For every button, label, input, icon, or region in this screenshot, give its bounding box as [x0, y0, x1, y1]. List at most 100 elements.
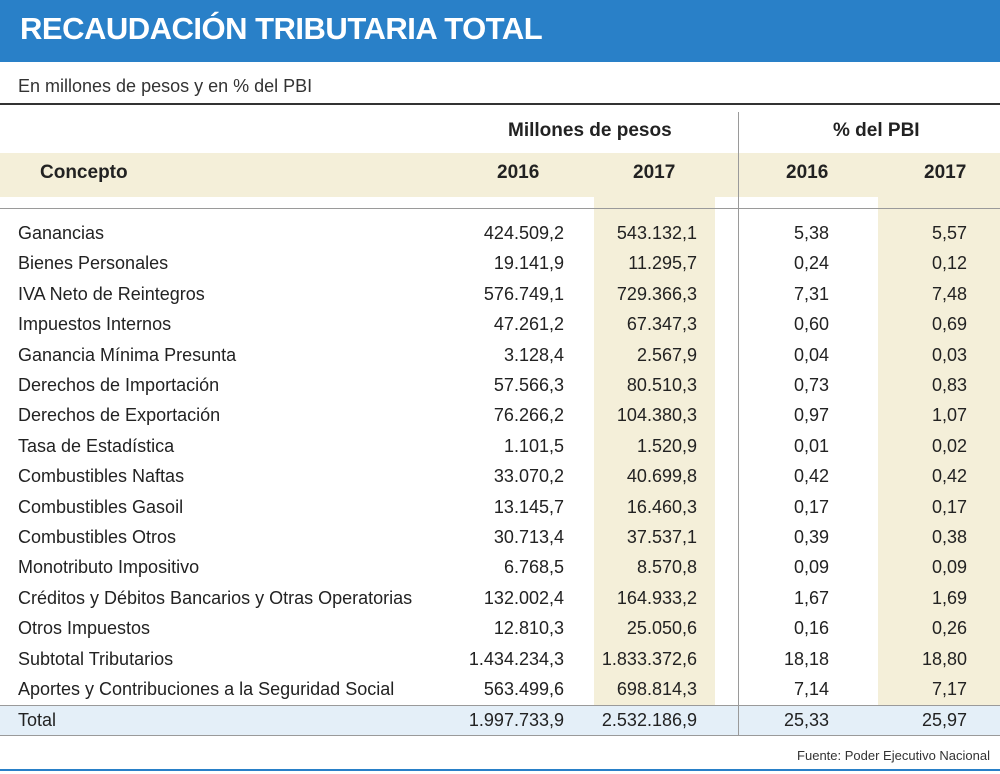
- row-pbi-2017: 0,26: [931, 618, 967, 639]
- table-row: Ganancias 424.509,2 543.132,1 5,38 5,57: [0, 219, 1000, 249]
- header-top-rule: [0, 103, 1000, 105]
- row-millones-2016: 576.749,1: [483, 283, 564, 304]
- table-row: Tasa de Estadística 1.101,5 1.520,9 0,01 0,0…: [0, 432, 1000, 462]
- header-group-pbi: % del PBI: [833, 120, 920, 141]
- row-millones-2016: 12.810,3: [493, 618, 564, 639]
- row-concepto: Derechos de Exportación: [18, 405, 221, 426]
- col-2017-shade: [594, 197, 715, 706]
- total-row-bg: [0, 706, 1000, 736]
- row-pbi-2016: 0,60: [793, 314, 829, 335]
- row-millones-2016: 76.266,2: [493, 405, 564, 426]
- header-2017-pbi: 2017: [924, 162, 967, 183]
- total-bottom-rule: [0, 735, 1000, 736]
- row-millones-2016: 424.509,2: [483, 223, 564, 243]
- row-millones-2016: 47.261,2: [493, 314, 564, 335]
- row-millones-2016: 19.141,9: [493, 253, 564, 274]
- row-millones-2016: 6.768,5: [503, 557, 564, 578]
- total-row: Total 1.997.733,9 2.532.186,9 25,33 25,9…: [0, 706, 1000, 736]
- row-pbi-2016: 0,97: [793, 405, 829, 426]
- row-millones-2016: 1.434.234,3: [468, 648, 564, 669]
- header-band: [0, 153, 1000, 197]
- row-pbi-2017: 1,07: [931, 405, 967, 426]
- row-millones-2017: 104.380,3: [616, 405, 697, 426]
- row-pbi-2017: 0,69: [931, 314, 967, 335]
- header-bottom-rule: [0, 208, 1000, 209]
- row-pbi-2016: 0,17: [793, 496, 829, 517]
- row-pbi-2016: 18,18: [783, 648, 829, 669]
- row-millones-2016: 57.566,3: [493, 375, 564, 395]
- row-pbi-2016: 0,42: [793, 466, 829, 487]
- row-pbi-2017: 0,12: [931, 253, 967, 274]
- source-note: Fuente: Poder Ejecutivo Nacional: [797, 748, 990, 763]
- row-millones-2017: 2.567,9: [636, 344, 697, 365]
- row-pbi-2016: 0,39: [793, 527, 829, 547]
- table-row: Combustibles Gasoil 13.145,7 16.460,3 0,17 0…: [0, 493, 1000, 523]
- row-millones-2017: 16.460,3: [626, 496, 697, 517]
- subtitle: En millones de pesos y en % del PBI: [18, 76, 313, 96]
- row-millones-2017: 8.570,8: [636, 557, 697, 578]
- row-pbi-2017: 0,17: [931, 496, 967, 517]
- row-pbi-2016: 0,16: [793, 618, 829, 639]
- header-2017-millones: 2017: [633, 162, 676, 183]
- row-concepto: IVA Neto de Reintegros: [18, 283, 205, 304]
- row-millones-2017: 25.050,6: [626, 618, 697, 639]
- row-pbi-2017: 7,17: [931, 679, 967, 699]
- row-pbi-2017: 0,83: [931, 375, 967, 395]
- row-concepto: Subtotal Tributarios: [18, 648, 174, 669]
- table-row: Impuestos Internos 47.261,2 67.347,3 0,60 0,…: [0, 310, 1000, 340]
- row-millones-2017: 729.366,3: [616, 283, 697, 304]
- row-pbi-2016: 0,09: [793, 557, 829, 578]
- row-concepto: Combustibles Otros: [18, 527, 177, 547]
- row-pbi-2017: 0,09: [931, 557, 967, 578]
- row-pbi-2017: 0,02: [931, 435, 967, 456]
- total-millones-2016: 1.997.733,9: [468, 710, 564, 730]
- row-pbi-2017: 1,69: [931, 587, 967, 608]
- row-millones-2017: 1.520,9: [636, 435, 697, 456]
- title-bar: RECAUDACIÓN TRIBUTARIA TOTAL: [0, 0, 1000, 62]
- table-row: Derechos de Importación 57.566,3 80.510,3 0…: [0, 371, 1000, 401]
- row-millones-2017: 40.699,8: [626, 466, 697, 487]
- table-row: Bienes Personales 19.141,9 11.295,7 0,24 0,1…: [0, 249, 1000, 279]
- row-pbi-2017: 7,48: [931, 283, 967, 304]
- row-pbi-2016: 0,73: [793, 375, 829, 395]
- row-pbi-2017: 5,57: [931, 223, 967, 243]
- row-pbi-2016: 0,04: [793, 344, 829, 365]
- header-2016-millones: 2016: [497, 162, 540, 183]
- page-title: RECAUDACIÓN TRIBUTARIA TOTAL: [20, 11, 543, 46]
- table-row: Combustibles Otros 30.713,4 37.537,1 0,39 0,…: [0, 523, 1000, 553]
- row-millones-2017: 698.814,3: [616, 679, 697, 699]
- row-concepto: Aportes y Contribuciones a la Seguridad …: [18, 679, 395, 699]
- column-divider: [738, 112, 739, 736]
- row-pbi-2017: 0,03: [931, 344, 967, 365]
- row-concepto: Créditos y Débitos Bancarios y Otras Ope…: [18, 587, 413, 608]
- row-concepto: Derechos de Importación: [18, 375, 220, 395]
- row-concepto: Monotributo Impositivo: [18, 557, 200, 578]
- row-millones-2016: 1.101,5: [503, 435, 564, 456]
- row-concepto: Otros Impuestos: [18, 618, 151, 639]
- row-millones-2016: 563.499,6: [483, 679, 564, 699]
- total-millones-2017: 2.532.186,9: [601, 710, 697, 730]
- row-millones-2017: 80.510,3: [626, 375, 697, 395]
- row-pbi-2016: 0,01: [793, 435, 829, 456]
- table-row: Derechos de Exportación 76.266,2 104.380,3…: [0, 401, 1000, 431]
- total-label: Total: [18, 710, 57, 730]
- table-row: Subtotal Tributarios 1.434.234,3 1.833.372…: [0, 645, 1000, 675]
- header-concepto: Concepto: [40, 162, 128, 183]
- row-millones-2016: 13.145,7: [493, 496, 564, 517]
- header-group-millones: Millones de pesos: [508, 120, 672, 141]
- row-millones-2017: 37.537,1: [626, 527, 697, 547]
- row-millones-2017: 11.295,7: [628, 253, 697, 274]
- row-concepto: Tasa de Estadística: [18, 435, 175, 456]
- row-concepto: Ganancia Mínima Presunta: [18, 344, 237, 365]
- row-millones-2016: 30.713,4: [493, 527, 564, 547]
- table-row: Créditos y Débitos Bancarios y Otras Ope…: [0, 584, 1000, 614]
- row-concepto: Bienes Personales: [18, 253, 169, 274]
- row-millones-2017: 543.132,1: [616, 223, 697, 243]
- row-pbi-2016: 7,14: [793, 679, 829, 699]
- table-row: IVA Neto de Reintegros 576.749,1 729.366,3…: [0, 280, 1000, 310]
- row-pbi-2016: 1,67: [793, 587, 829, 608]
- row-pbi-2017: 18,80: [921, 648, 967, 669]
- header-2016-pbi: 2016: [786, 162, 829, 183]
- total-top-rule: [0, 705, 1000, 706]
- row-millones-2016: 33.070,2: [493, 466, 564, 487]
